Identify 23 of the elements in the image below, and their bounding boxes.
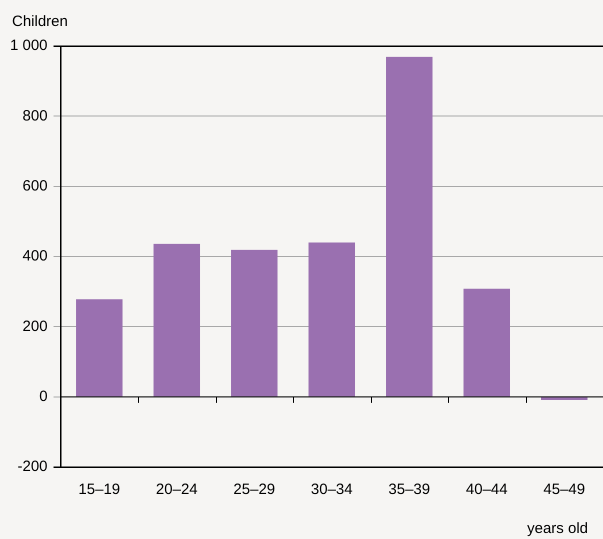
x-tick-label: 35–39: [388, 481, 430, 498]
y-tick-label: 0: [39, 388, 48, 405]
y-tick-label: 200: [22, 318, 48, 335]
bar: [154, 244, 200, 396]
bar: [308, 242, 356, 396]
bar: [464, 288, 510, 396]
y-tick-label: 600: [22, 177, 48, 194]
bar: [76, 299, 123, 396]
x-axis-title: years old: [527, 520, 588, 537]
x-tick-label: 30–34: [310, 481, 353, 498]
y-tick-label: 800: [22, 107, 48, 124]
y-tick-label: 1 000: [10, 37, 48, 54]
x-tick-label: 25–29: [233, 481, 276, 498]
x-tick-label: 40–44: [466, 481, 508, 498]
y-tick-label: -200: [18, 458, 48, 476]
bar: [231, 250, 278, 396]
y-tick-label: 400: [22, 248, 48, 265]
bar: [541, 397, 588, 400]
x-tick-label: 15–19: [78, 481, 120, 498]
bar: [386, 56, 433, 396]
y-axis-title: Children: [12, 13, 68, 30]
x-tick-label: 45–49: [543, 481, 586, 498]
x-tick-label: 20–24: [156, 481, 198, 498]
